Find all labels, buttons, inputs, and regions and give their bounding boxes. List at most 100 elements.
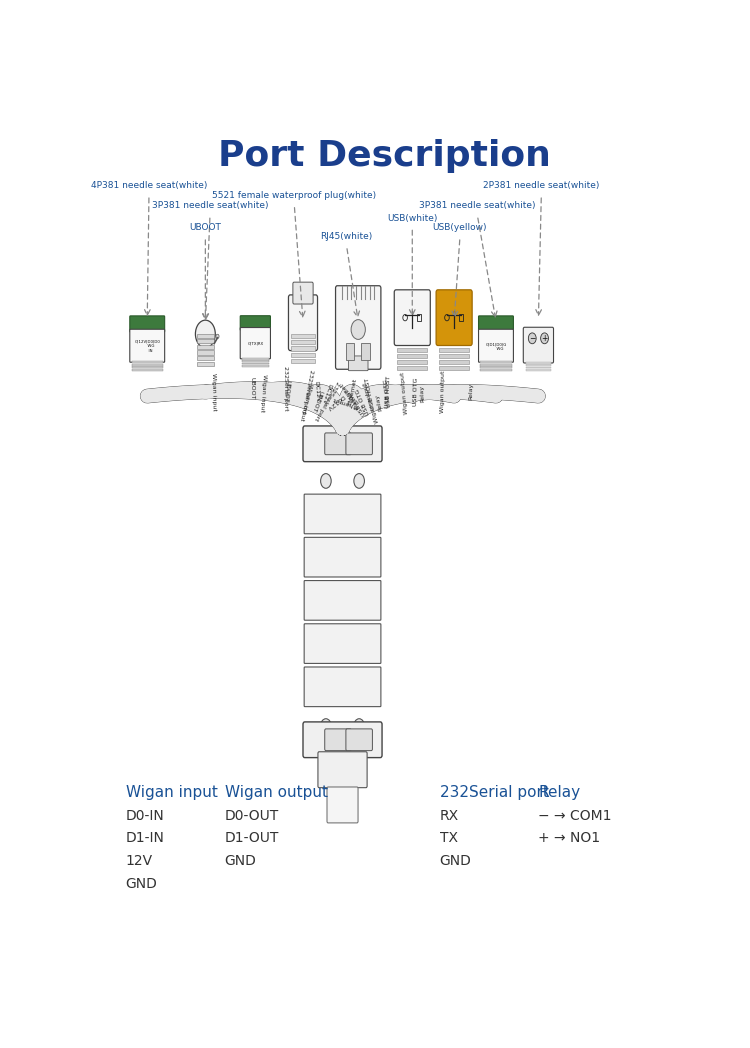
Text: USB OTG: USB OTG xyxy=(383,378,392,408)
FancyBboxPatch shape xyxy=(346,728,373,750)
Text: D0-OUT: D0-OUT xyxy=(224,809,279,823)
Text: TX: TX xyxy=(440,831,458,846)
Circle shape xyxy=(320,474,332,488)
Text: Wigan output: Wigan output xyxy=(224,785,328,801)
Bar xyxy=(291,353,315,357)
Text: D0-IN: D0-IN xyxy=(126,809,164,823)
FancyBboxPatch shape xyxy=(436,290,472,346)
Bar xyxy=(131,364,163,366)
Text: USB OTG: USB OTG xyxy=(413,377,419,406)
FancyBboxPatch shape xyxy=(318,751,367,788)
Bar xyxy=(439,348,470,352)
Text: RJ45(white): RJ45(white) xyxy=(320,233,373,241)
Text: 232Serial port: 232Serial port xyxy=(301,369,313,414)
Bar xyxy=(131,362,163,364)
Text: USB OTG: USB OTG xyxy=(356,388,371,416)
Bar xyxy=(291,359,315,364)
FancyBboxPatch shape xyxy=(304,624,381,663)
Text: D1-OUT: D1-OUT xyxy=(224,831,279,846)
Bar xyxy=(131,367,163,368)
Text: UBOOT: UBOOT xyxy=(250,377,255,400)
Text: G|12V|D0|D0
      WG
      IN: G|12V|D0|D0 WG IN xyxy=(134,340,160,353)
Bar xyxy=(398,354,427,358)
FancyBboxPatch shape xyxy=(335,286,381,369)
FancyBboxPatch shape xyxy=(346,433,373,455)
Text: Relay: Relay xyxy=(419,385,425,402)
FancyBboxPatch shape xyxy=(325,728,351,750)
Text: 232Serial port: 232Serial port xyxy=(283,367,288,411)
FancyBboxPatch shape xyxy=(130,315,165,332)
Text: Port Description: Port Description xyxy=(218,138,550,173)
FancyBboxPatch shape xyxy=(304,495,381,533)
Bar xyxy=(417,314,422,321)
Bar xyxy=(526,369,551,371)
Text: Wigan input: Wigan input xyxy=(260,374,267,412)
Text: USB HOST: USB HOST xyxy=(344,388,367,417)
Text: 5521 female waterproof plug(white): 5521 female waterproof plug(white) xyxy=(212,191,376,200)
FancyBboxPatch shape xyxy=(327,787,358,823)
Text: −: − xyxy=(529,334,536,343)
Text: − → COM1: − → COM1 xyxy=(538,809,612,823)
Circle shape xyxy=(354,474,364,488)
Text: G|D1|D0|G
      WG: G|D1|D0|G WG xyxy=(485,342,507,351)
Bar xyxy=(197,340,214,344)
Text: GND: GND xyxy=(126,876,158,891)
Text: USB HOST: USB HOST xyxy=(385,375,392,408)
Text: UBOOT: UBOOT xyxy=(284,379,291,402)
Bar xyxy=(480,362,512,364)
Circle shape xyxy=(354,719,364,734)
Text: 232Serial port: 232Serial port xyxy=(440,785,548,801)
Bar xyxy=(197,350,214,354)
Text: USB HOST: USB HOST xyxy=(365,377,376,410)
Text: GND: GND xyxy=(224,854,256,868)
Text: DC12V: DC12V xyxy=(326,393,345,411)
Bar xyxy=(480,369,512,371)
FancyBboxPatch shape xyxy=(130,329,165,363)
Bar xyxy=(459,314,464,321)
Bar xyxy=(291,347,315,351)
FancyBboxPatch shape xyxy=(524,327,554,363)
Text: 3P381 needle seat(white): 3P381 needle seat(white) xyxy=(419,201,536,211)
Bar xyxy=(398,361,427,365)
Text: 12V: 12V xyxy=(126,854,153,868)
Text: Wigan input: Wigan input xyxy=(299,383,314,421)
Bar xyxy=(526,362,551,364)
Text: 3P381 needle seat(white): 3P381 needle seat(white) xyxy=(152,201,268,211)
Text: UBOOT: UBOOT xyxy=(190,223,221,233)
Bar xyxy=(197,362,214,366)
Bar xyxy=(398,348,427,352)
Text: Wigan input: Wigan input xyxy=(126,785,218,801)
FancyBboxPatch shape xyxy=(325,433,351,455)
FancyBboxPatch shape xyxy=(304,667,381,706)
Bar xyxy=(291,333,315,339)
Text: USB(yellow): USB(yellow) xyxy=(433,223,488,233)
FancyBboxPatch shape xyxy=(240,315,271,330)
FancyBboxPatch shape xyxy=(394,290,430,346)
Circle shape xyxy=(196,320,215,348)
FancyBboxPatch shape xyxy=(304,538,381,577)
FancyBboxPatch shape xyxy=(304,581,381,620)
Text: 4P381 needle seat(white): 4P381 needle seat(white) xyxy=(91,181,207,191)
Text: Wigan output: Wigan output xyxy=(400,372,409,415)
Circle shape xyxy=(216,334,219,339)
Bar xyxy=(242,361,268,362)
FancyBboxPatch shape xyxy=(478,315,514,332)
Text: Relay: Relay xyxy=(538,785,580,801)
Bar xyxy=(242,358,268,359)
Circle shape xyxy=(541,333,548,344)
Circle shape xyxy=(528,333,536,344)
FancyBboxPatch shape xyxy=(303,425,382,462)
Text: 232Serial port: 232Serial port xyxy=(313,380,340,421)
Text: Ethernet: Ethernet xyxy=(348,377,358,406)
Bar xyxy=(242,363,268,365)
Bar xyxy=(291,341,315,345)
Text: Relay: Relay xyxy=(374,393,383,411)
Bar xyxy=(439,354,470,358)
Text: Relay: Relay xyxy=(469,383,474,400)
FancyBboxPatch shape xyxy=(289,294,317,351)
Text: USB(white): USB(white) xyxy=(387,214,437,222)
Bar xyxy=(131,369,163,371)
Text: UBOOT: UBOOT xyxy=(310,390,323,413)
Bar xyxy=(197,345,214,349)
FancyBboxPatch shape xyxy=(303,722,382,758)
